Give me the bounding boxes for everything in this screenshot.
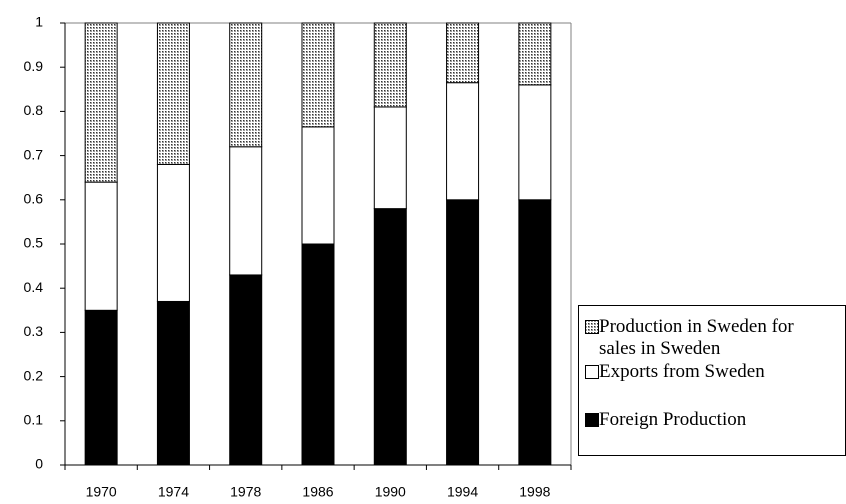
bar-segment xyxy=(373,106,407,210)
bar-segment xyxy=(156,300,190,466)
legend-label: Exports from Sweden xyxy=(599,361,765,382)
x-tick-label: 1986 xyxy=(302,484,333,500)
legend-swatch xyxy=(585,365,599,379)
x-tick-label: 1990 xyxy=(375,484,406,500)
y-tick-label: 0.7 xyxy=(24,146,44,162)
bar-segment xyxy=(373,208,407,466)
legend: Production in Sweden for sales in Sweden… xyxy=(578,305,846,456)
y-tick-label: 0.1 xyxy=(24,412,44,428)
legend-item: Production in Sweden for sales in Sweden xyxy=(585,316,819,360)
x-tick-label: 1974 xyxy=(158,484,189,500)
bar-segment xyxy=(518,84,552,201)
bar-segment xyxy=(518,199,552,466)
y-tick-label: 1 xyxy=(35,14,43,30)
x-tick-label: 1998 xyxy=(519,484,550,500)
bar-segment xyxy=(301,126,335,245)
legend-label: Foreign Production xyxy=(599,409,747,430)
bar-segment xyxy=(156,163,190,302)
bar-segment xyxy=(84,22,118,183)
y-tick-label: 0 xyxy=(35,456,43,472)
bar-segment xyxy=(518,22,552,86)
legend-item: Foreign Production xyxy=(585,409,819,431)
y-tick-label: 0.3 xyxy=(24,323,44,339)
bar-segment xyxy=(301,22,335,128)
x-tick-label: 1978 xyxy=(230,484,261,500)
bar-segment xyxy=(446,82,480,201)
y-tick-label: 0.8 xyxy=(24,102,44,118)
legend-swatch xyxy=(585,320,599,334)
y-tick-label: 0.5 xyxy=(24,235,44,251)
bar-segment xyxy=(229,274,263,466)
bar-segment xyxy=(301,243,335,466)
y-tick-label: 0.6 xyxy=(24,191,44,207)
x-tick-label: 1970 xyxy=(86,484,117,500)
legend-label: Production in Sweden for sales in Sweden xyxy=(599,316,794,359)
bar-segment xyxy=(446,22,480,84)
bar-segment xyxy=(373,22,407,108)
x-tick-label: 1994 xyxy=(447,484,478,500)
bar-segment xyxy=(229,146,263,276)
bar-segment xyxy=(446,199,480,466)
y-tick-label: 0.9 xyxy=(24,58,44,74)
bar-segment xyxy=(156,22,190,165)
legend-item: Exports from Sweden xyxy=(585,361,819,383)
legend-swatch xyxy=(585,413,599,427)
bar-segment xyxy=(84,181,118,311)
y-tick-label: 0.2 xyxy=(24,367,44,383)
bar-segment xyxy=(84,309,118,466)
y-tick-label: 0.4 xyxy=(24,279,44,295)
bar-segment xyxy=(229,22,263,148)
